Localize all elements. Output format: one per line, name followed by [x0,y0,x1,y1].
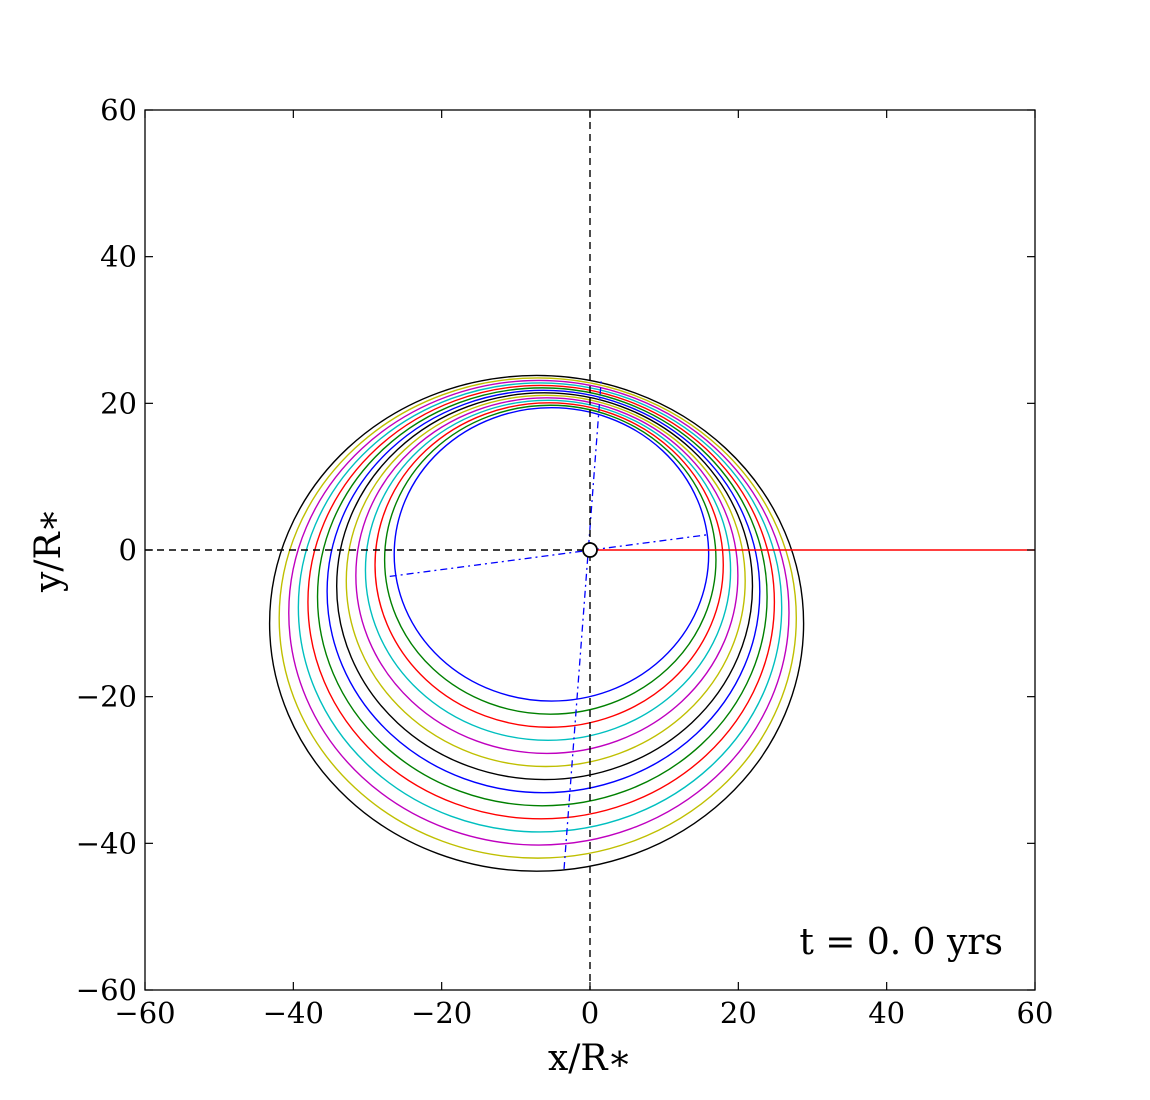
orbit-ellipse [297,382,783,833]
reference-lines [145,110,598,990]
apsidal-line-horizontal [389,533,709,578]
orbit-ellipse [307,384,776,820]
y-axis-label: y/R∗ [28,508,69,593]
orbit-ellipse [335,392,754,781]
orbit-ellipse [374,402,724,728]
orbit-ellipse [288,379,790,846]
y-tick-label: 0 [119,533,137,567]
y-tick-label: 20 [100,386,137,420]
orbit-ellipse [326,389,761,794]
x-tick-label: 40 [868,996,905,1030]
x-tick-label: 60 [1017,996,1054,1030]
x-tick-label: −20 [411,996,472,1030]
y-tick-label: −40 [76,826,137,860]
x-axis-label: x/R∗ [548,1038,632,1079]
data-layer [268,374,1035,872]
central-star-marker [582,542,598,558]
y-tick-label: 60 [100,93,137,127]
x-tick-label: 0 [581,996,599,1030]
ticks: −60 −40 −20 0 20 40 60 −60 −40 −20 0 20 40 60 [76,93,1054,1030]
time-annotation: t = 0. 0 yrs [799,922,1003,963]
x-tick-label: −40 [263,996,324,1030]
y-tick-label: −20 [76,680,137,714]
orbit-ellipse [355,397,739,755]
orbit-ellipse [393,407,710,702]
orbit-ellipse [364,399,732,742]
orbit-ellipse [383,404,717,715]
orbit-ellipse [268,374,805,872]
orbit-ellipse [345,394,746,768]
y-tick-label: 40 [100,240,137,274]
x-tick-label: 20 [720,996,757,1030]
apsidal-line-vertical [563,381,602,870]
y-tick-label: −60 [76,973,137,1007]
orbit-ellipse [316,387,768,807]
orbit-ellipse [278,377,797,859]
x-tick-label: −60 [114,996,175,1030]
